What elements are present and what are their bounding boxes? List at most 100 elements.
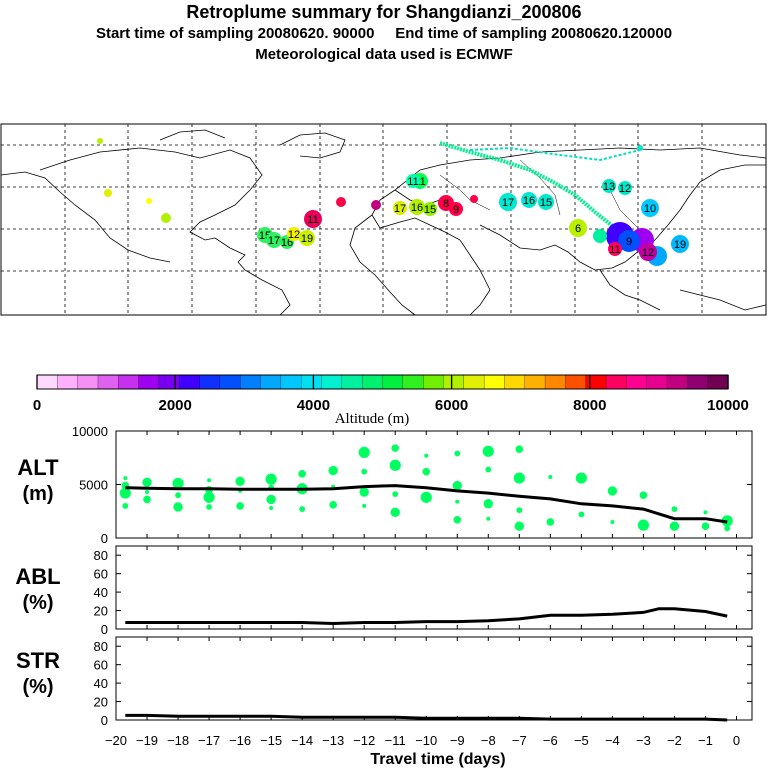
alt-panel-unit: (m) (22, 483, 53, 505)
alt-scatter-point (359, 487, 369, 497)
colorbar-cell (544, 374, 567, 390)
y-tick-label: 80 (94, 639, 108, 654)
alt-scatter-point (454, 450, 461, 457)
colorbar-cell (443, 374, 465, 390)
x-tick-label: −20 (105, 733, 127, 748)
colorbar-cell (605, 374, 628, 390)
plume-age-label: 11 (414, 176, 425, 188)
colorbar-label: Altitude (m) (335, 411, 410, 427)
alt-scatter-point (389, 459, 401, 471)
y-tick-label: 5000 (79, 478, 108, 493)
alt-scatter-point (175, 492, 181, 499)
abl-panel-name: ABL (15, 564, 60, 589)
plume-marker (569, 219, 587, 237)
colorbar-cell (77, 374, 99, 390)
alt-scatter-point (143, 495, 151, 504)
plume-marker (287, 227, 301, 241)
plume-age-label: 11 (407, 176, 418, 188)
alt-scatter-point (329, 501, 337, 509)
alt-scatter-series (119, 444, 733, 532)
plume-marker (499, 193, 517, 211)
plume-age-label: 19 (674, 239, 686, 251)
alt-scatter-point (420, 491, 432, 503)
plume-age-label: 19 (301, 233, 313, 245)
x-tick-label: 0 (733, 733, 740, 748)
plume-marker (304, 210, 322, 228)
plume-marker (336, 197, 346, 207)
colorbar-cell (382, 374, 404, 390)
colorbar-cell (36, 374, 58, 390)
plume-marker (671, 235, 689, 253)
met-data-line: Meteorological data used is ECMWF (255, 46, 513, 63)
y-tick-label: 40 (94, 676, 108, 691)
alt-scatter-point (122, 503, 129, 509)
alt-scatter-point (392, 491, 399, 498)
x-tick-label: −1 (698, 733, 713, 748)
alt-scatter-point (513, 472, 525, 484)
alt-scatter-point (575, 472, 587, 484)
colorbar-cell (585, 374, 607, 390)
plume-age-label: 13 (603, 181, 615, 193)
colorbar-cell (199, 374, 221, 390)
x-tick-label: −10 (415, 733, 437, 748)
plume-age-label: 15 (540, 197, 552, 209)
colorbar-tick-label: 4000 (297, 397, 330, 414)
plume-marker (371, 200, 381, 210)
alt-scatter-point (453, 516, 462, 524)
plume-age-label: 16 (411, 202, 423, 214)
plume-marker (637, 145, 643, 151)
plume-age-label: 12 (288, 229, 300, 241)
alt-scatter-point (515, 445, 524, 453)
x-tick-label: −7 (512, 733, 527, 748)
plume-marker (266, 232, 282, 248)
plume-marker (608, 242, 622, 256)
y-tick-label: 60 (94, 658, 108, 673)
plume-age-label: 17 (268, 235, 280, 247)
colorbar-cell (687, 374, 709, 390)
alt-scatter-point (483, 499, 493, 509)
y-tick-label: 10000 (72, 424, 108, 439)
colorbar-cell (362, 374, 384, 390)
alt-scatter-point (546, 518, 555, 526)
x-tick-label: −4 (605, 733, 620, 748)
alt-scatter-point (486, 516, 491, 521)
x-tick-label: −18 (167, 733, 189, 748)
abl-line (125, 607, 728, 626)
alt-scatter-point (701, 522, 710, 531)
trajectory-track (439, 141, 641, 240)
alt-scatter-point (390, 507, 400, 518)
alt-scatter-point (607, 486, 618, 496)
altitude-colorbar: 0 2000 4000 6000 8000 10000 Altitude (m) (33, 374, 749, 427)
alt-scatter-point (172, 477, 184, 490)
alt-scatter-point (358, 446, 370, 458)
x-tick-label: −16 (229, 733, 251, 748)
plume-age-label: 17 (502, 197, 514, 209)
plume-marker (409, 199, 425, 215)
str-panel-unit: (%) (22, 676, 53, 698)
plume-age-label: 12 (619, 183, 631, 195)
abl-panel-unit: (%) (22, 592, 53, 614)
y-tick-label: 0 (101, 713, 108, 728)
plume-marker (161, 213, 171, 223)
alt-scatter-point (328, 465, 338, 476)
x-tick-label: −5 (574, 733, 589, 748)
plume-age-label: 15 (424, 204, 436, 216)
colorbar-cell (626, 374, 648, 390)
colorbar-cell (422, 374, 445, 390)
alt-scatter-point (206, 504, 212, 510)
alt-scatter-point (455, 499, 460, 504)
plume-marker (593, 229, 607, 243)
alt-scatter-point (422, 467, 431, 476)
x-tick-label: −15 (260, 733, 282, 748)
y-tick-label: 60 (94, 567, 108, 582)
colorbar-tick-label: 0 (33, 397, 41, 414)
x-tick-label: −12 (353, 733, 375, 748)
alt-scatter-point (669, 521, 680, 531)
str-panel-name: STR (16, 648, 60, 673)
alt-scatter-point (123, 476, 128, 481)
colorbar-cell (179, 374, 201, 390)
alt-scatter-point (203, 491, 215, 503)
x-axis-label: Travel time (days) (370, 751, 505, 768)
colorbar-cell (158, 374, 180, 390)
